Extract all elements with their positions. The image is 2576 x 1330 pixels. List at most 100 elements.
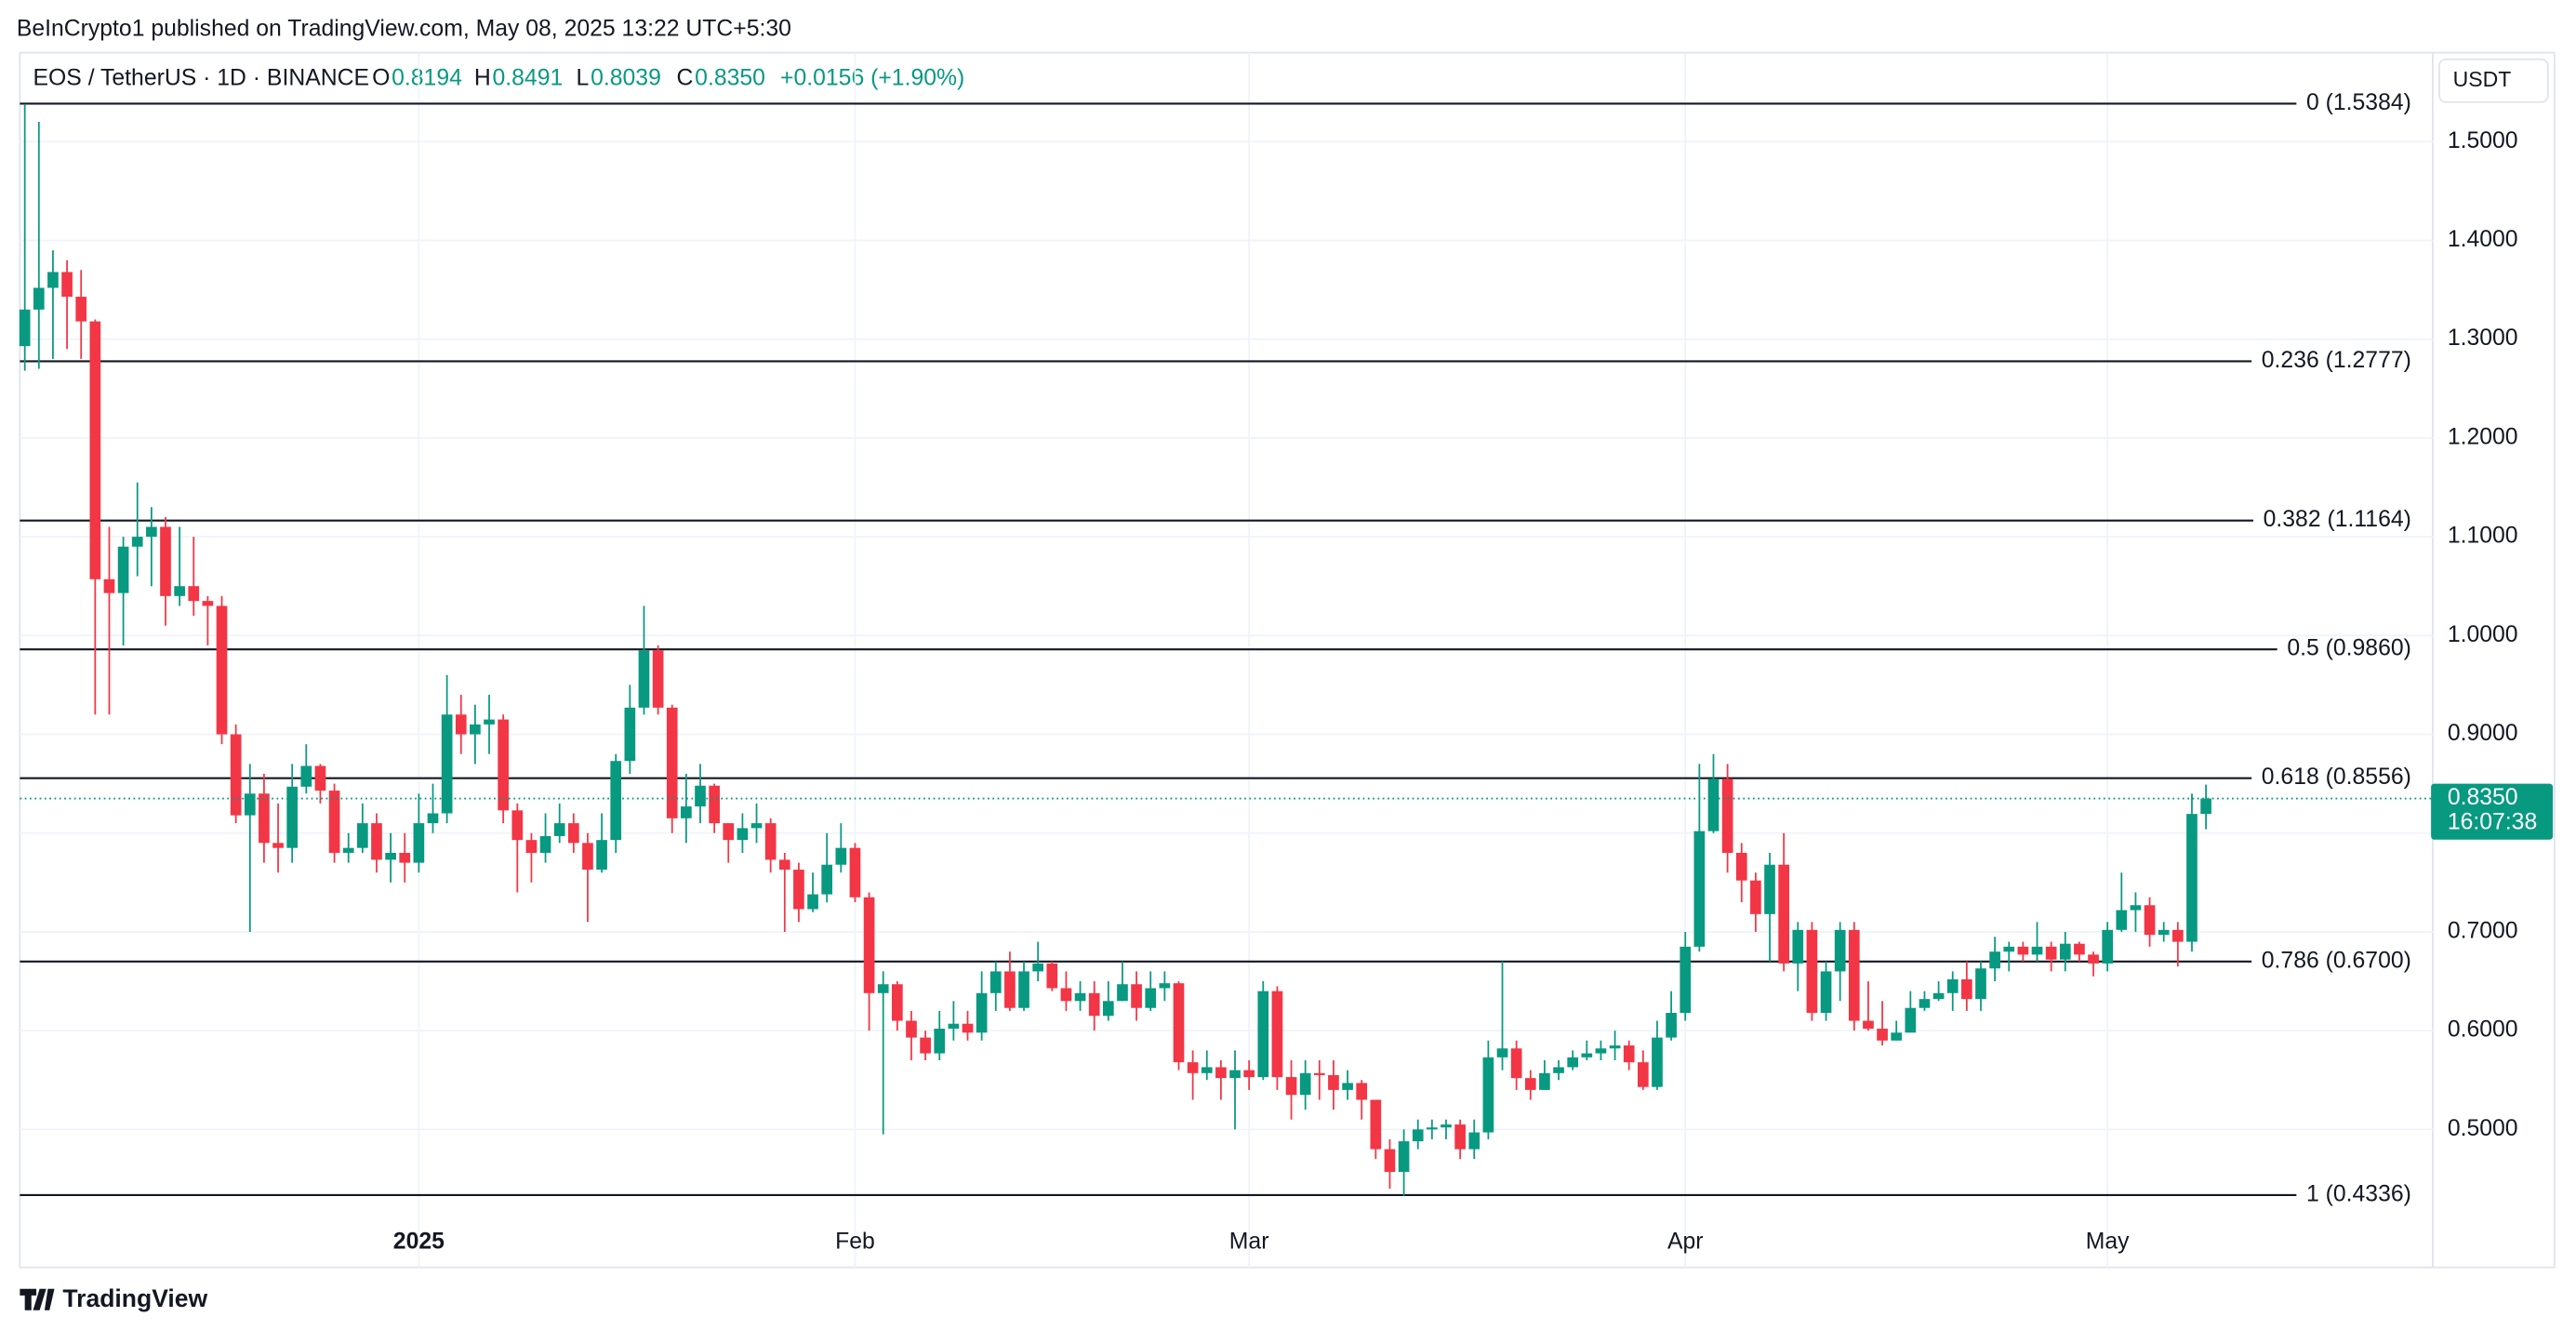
candle-body: [1623, 1045, 1635, 1063]
y-tick-label: 1.4000: [2448, 227, 2518, 252]
candle-body: [286, 786, 299, 848]
candle-body: [1229, 1070, 1241, 1079]
y-tick-label: 1.1000: [2448, 524, 2518, 549]
x-tick-label: May: [2086, 1230, 2130, 1255]
currency-box[interactable]: [2438, 58, 2549, 103]
candle-body: [2074, 943, 2085, 955]
candle-body: [1524, 1078, 1536, 1090]
candle-body: [835, 847, 847, 865]
candle-body: [610, 761, 622, 841]
candle-body: [962, 1023, 974, 1033]
candle-body: [1441, 1124, 1452, 1128]
candle-body: [371, 823, 382, 860]
candle-body: [877, 984, 889, 993]
candle-body: [1187, 1062, 1199, 1073]
candle-body: [1004, 971, 1016, 1008]
candle-body: [342, 847, 354, 853]
candle-body: [989, 971, 1002, 993]
candle-body: [849, 847, 861, 898]
candle-body: [1637, 1062, 1649, 1087]
candle-body: [2200, 798, 2211, 815]
ohlc-key: L: [577, 65, 590, 90]
candle-body: [892, 984, 903, 1021]
candle-body: [1680, 946, 1692, 1014]
candle-body: [1342, 1083, 1353, 1090]
ohlc-key: O: [372, 65, 390, 90]
candle-body: [272, 843, 284, 848]
candle-body: [146, 526, 157, 538]
brand: TradingView: [62, 1284, 207, 1312]
candle-body: [539, 835, 551, 853]
candle-body: [1032, 963, 1044, 972]
candle-body: [525, 840, 538, 853]
candle-body: [1215, 1067, 1227, 1079]
candle-body: [1946, 978, 1959, 993]
candle-body: [750, 823, 763, 829]
candle-body: [1721, 778, 1733, 853]
fib-label: 0.382 (1.1164): [2264, 507, 2411, 532]
candle-body: [976, 992, 988, 1033]
candle-body: [131, 537, 143, 547]
candle-body: [1384, 1149, 1396, 1173]
candle-body: [1919, 999, 1931, 1008]
candle-body: [498, 719, 509, 811]
candle-body: [1412, 1129, 1424, 1142]
candle-body: [567, 823, 579, 844]
candle-body: [1313, 1072, 1325, 1075]
candle-body: [1243, 1070, 1255, 1078]
candle-body: [399, 852, 411, 863]
candle-body: [1693, 831, 1706, 947]
candle-body: [709, 785, 720, 824]
candle-body: [1257, 991, 1269, 1078]
candle-body: [1539, 1072, 1550, 1090]
candle-body: [455, 714, 467, 735]
frame: [19, 51, 2556, 1269]
candle-body: [1285, 1077, 1297, 1096]
candle-body: [2172, 929, 2184, 942]
x-tick-label: 2025: [393, 1230, 445, 1255]
candle-body: [1131, 984, 1142, 1008]
candle-body: [695, 785, 706, 807]
candle-body: [764, 823, 777, 860]
candle-body: [1891, 1032, 1903, 1041]
candle-body: [160, 526, 171, 596]
candle-body: [1932, 992, 1945, 1000]
ohlc-value: 0.8491: [492, 65, 563, 90]
candle-body: [948, 1023, 960, 1030]
price-box: [2431, 783, 2554, 840]
candle-body: [638, 650, 650, 708]
price-label: 0.8350: [2448, 785, 2518, 810]
candle-body: [89, 321, 101, 579]
y-tick-label: 1.2000: [2448, 424, 2518, 449]
candle-body: [2130, 905, 2142, 911]
y-tick-label: 1.5000: [2448, 128, 2518, 153]
candle-body: [1975, 968, 1986, 1000]
y-tick-label: 0.9000: [2448, 721, 2518, 746]
candle-body: [920, 1037, 931, 1054]
countdown: 16:07:38: [2448, 810, 2537, 835]
candle-body: [1088, 992, 1100, 1017]
candle-body: [357, 823, 368, 848]
candle-body: [385, 852, 396, 860]
candle-body: [1201, 1067, 1213, 1073]
candle-body: [2116, 910, 2128, 930]
candle-body: [19, 309, 31, 347]
candle-body: [1989, 951, 2000, 969]
ohlc-value: 0.8194: [392, 65, 462, 90]
candle-body: [553, 823, 565, 836]
ohlc-key: H: [474, 65, 491, 90]
candle-body: [2017, 946, 2029, 955]
fib-label: 0.786 (0.6700): [2262, 948, 2411, 973]
fib-label: 1 (0.4336): [2306, 1181, 2411, 1206]
logo: [20, 1288, 55, 1310]
candle-body: [413, 823, 425, 863]
candle-body: [1877, 1029, 1888, 1041]
candle-body: [328, 791, 340, 853]
candle-body: [470, 724, 481, 735]
candle-body: [681, 806, 692, 818]
x-tick-label: Apr: [1667, 1230, 1704, 1255]
candle-body: [821, 864, 833, 895]
y-tick-label: 0.6000: [2448, 1017, 2518, 1043]
